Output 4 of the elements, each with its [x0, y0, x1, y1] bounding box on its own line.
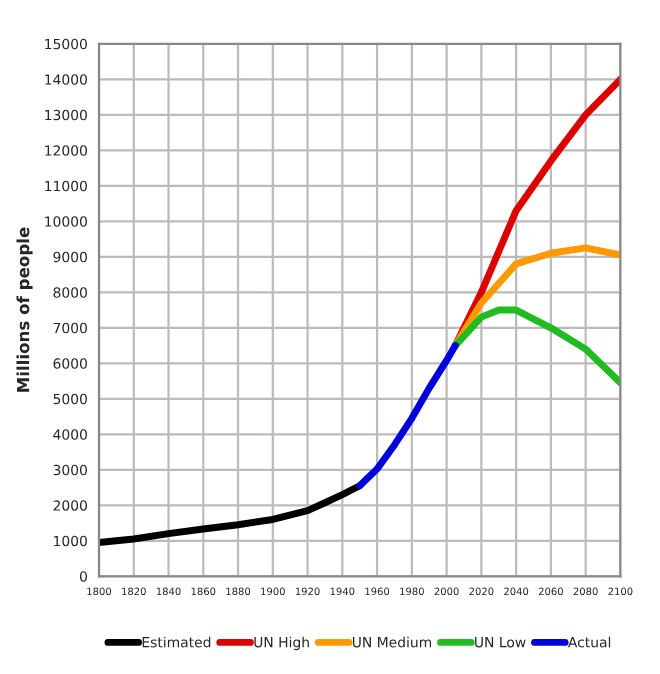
line-series [99, 482, 364, 547]
line-series [356, 342, 459, 490]
line-series [451, 306, 621, 387]
y-axis-title: Millions of people [16, 227, 33, 392]
